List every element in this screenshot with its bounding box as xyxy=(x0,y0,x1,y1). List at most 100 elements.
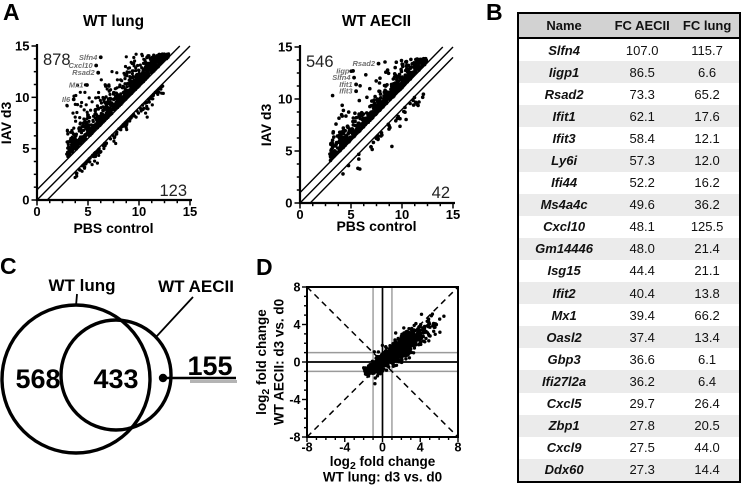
fc-lung-cell: 12.1 xyxy=(694,130,720,146)
svg-text:Rsad2: Rsad2 xyxy=(72,68,95,77)
fc-aecii-cell: 48.0 xyxy=(629,241,655,257)
table-row: Ly6i 57.3 12.0 xyxy=(519,149,739,172)
fc-lung-cell: 21.4 xyxy=(694,241,720,257)
gene-name-cell: Isg15 xyxy=(547,263,581,279)
venn-labels: WT lung WT AECII xyxy=(48,276,234,338)
svg-text:-4: -4 xyxy=(289,393,300,407)
table-row: Ifit3 58.4 12.1 xyxy=(519,127,739,150)
column-header-name: Name xyxy=(546,18,582,33)
y-axis: -8 -4 0 4 8 xyxy=(289,281,307,445)
y-axis-label: IAV d3 xyxy=(258,104,274,147)
fc-aecii-cell: 36.6 xyxy=(629,351,655,367)
svg-text:15: 15 xyxy=(183,204,197,219)
svg-text:0: 0 xyxy=(22,193,29,208)
svg-text:4: 4 xyxy=(294,318,301,332)
svg-text:log2 fold change: log2 fold change xyxy=(330,454,436,472)
svg-text:433: 433 xyxy=(93,364,138,394)
svg-text:0: 0 xyxy=(296,207,303,222)
fc-aecii-cell: 86.5 xyxy=(629,64,655,80)
diagonal-band-lines xyxy=(36,45,191,201)
fc-aecii-cell: 107.0 xyxy=(625,42,659,58)
svg-text:10: 10 xyxy=(132,204,146,219)
table-row: Ifit2 40.4 13.8 xyxy=(519,282,739,305)
table-row: Ifi44 52.2 16.2 xyxy=(519,171,739,194)
fc-aecii-cell: 39.4 xyxy=(629,307,655,323)
svg-text:WT lung: WT lung xyxy=(48,276,115,295)
svg-text:IAV d3: IAV d3 xyxy=(0,102,14,145)
svg-text:0: 0 xyxy=(294,356,301,370)
gene-name-cell: Gbp3 xyxy=(547,351,581,367)
gene-name-cell: Zbp1 xyxy=(548,418,580,434)
svg-text:Il6: Il6 xyxy=(62,95,71,104)
fc-lung-cell: 20.5 xyxy=(694,418,720,434)
svg-text:Ifit3: Ifit3 xyxy=(339,87,353,96)
svg-text:-4: -4 xyxy=(339,441,350,455)
svg-text:546: 546 xyxy=(306,53,334,71)
svg-text:10: 10 xyxy=(395,207,409,222)
fc-lung-cell: 17.6 xyxy=(694,108,720,124)
gene-name-cell: Ifit3 xyxy=(552,130,576,146)
y-axis: 0 5 10 15 xyxy=(278,40,302,211)
fc-lung-cell: 14.4 xyxy=(694,462,720,478)
fc-lung-cell: 6.4 xyxy=(698,373,717,389)
gene-name-cell: Mx1 xyxy=(551,307,577,323)
fc-aecii-cell: 52.2 xyxy=(629,175,655,191)
fc-aecii-cell: 62.1 xyxy=(629,108,655,124)
fold-change-table: Name FC AECII FC lung Slfn4 107.0 115.7 Iig… xyxy=(517,12,741,483)
fc-aecii-cell: 27.3 xyxy=(629,462,655,478)
gene-name-cell: Oasl2 xyxy=(546,329,582,345)
table-row: Zbp1 27.8 20.5 xyxy=(519,414,739,437)
table-row: Ms4a4c 49.6 36.2 xyxy=(519,193,739,216)
fc-aecii-cell: 48.1 xyxy=(629,219,655,235)
svg-text:10: 10 xyxy=(15,90,29,105)
table-row: Cxcl10 48.1 125.5 xyxy=(519,215,739,238)
x-axis: 0 5 10 15 xyxy=(296,201,460,222)
de-counts: 546 42 xyxy=(306,53,450,202)
fc-lung-cell: 16.2 xyxy=(694,175,720,191)
de-counts: 878 123 xyxy=(43,51,187,200)
table-row: Ddx60 27.3 14.4 xyxy=(519,458,739,481)
gene-name-cell: Ms4a4c xyxy=(540,197,588,213)
svg-text:8: 8 xyxy=(294,281,301,295)
table-header: Name FC AECII FC lung xyxy=(519,14,739,39)
fc-aecii-cell: 73.3 xyxy=(629,86,655,102)
scatter-points xyxy=(362,312,446,386)
table-row: Gm14446 48.0 21.4 xyxy=(519,237,739,260)
svg-text:IAV d3: IAV d3 xyxy=(258,104,274,147)
svg-text:0: 0 xyxy=(33,204,40,219)
venn-right-circle xyxy=(59,318,173,432)
table-body: Slfn4 107.0 115.7 Iigp1 86.5 6.6 Rsad2 73.3 65.2… xyxy=(519,39,739,481)
svg-text:WT AECII: WT AECII xyxy=(342,13,411,30)
plot-title: WT AECII xyxy=(342,13,411,30)
wt-lung-scatter-plot: 0 5 10 15 0 5 10 15 WT lung PBS control IAV d3 878 1… xyxy=(0,13,197,236)
fc-lung-cell: 115.7 xyxy=(691,42,723,58)
wt-aecii-scatter-plot: 0 5 10 15 0 5 10 15 WT AECII PBS control IAV d3 546… xyxy=(258,13,460,234)
y-axis: 0 5 10 15 xyxy=(15,39,39,208)
fc-aecii-cell: 36.2 xyxy=(629,373,655,389)
fc-lung-cell: 13.8 xyxy=(694,285,720,301)
svg-text:Cxcl10: Cxcl10 xyxy=(68,61,93,70)
y-axis-label: IAV d3 xyxy=(0,102,14,145)
gene-name-cell: Ddx60 xyxy=(544,462,584,478)
panel-d-label: D xyxy=(256,254,273,280)
svg-text:PBS control: PBS control xyxy=(336,218,416,234)
svg-text:15: 15 xyxy=(15,39,29,54)
fc-lung-cell: 21.1 xyxy=(694,263,720,279)
panel-a-label: A xyxy=(3,0,20,25)
gene-name-cell: Rsad2 xyxy=(544,86,584,102)
gene-name-cell: Iigp1 xyxy=(548,64,580,80)
fc-aecii-cell: 44.4 xyxy=(629,263,655,279)
svg-text:Rsad2: Rsad2 xyxy=(353,59,376,68)
svg-text:10: 10 xyxy=(278,92,292,107)
svg-text:5: 5 xyxy=(347,207,354,222)
svg-text:155: 155 xyxy=(187,351,232,381)
gene-name-cell: Ifi44 xyxy=(551,175,578,191)
svg-text:0: 0 xyxy=(285,196,292,211)
x-axis-label: PBS control xyxy=(73,220,153,236)
svg-text:8: 8 xyxy=(455,441,462,455)
scatter-points xyxy=(328,56,429,176)
overlap-venn-diagram: WT lung WT AECII 568 433 155 xyxy=(0,276,237,455)
svg-text:5: 5 xyxy=(84,204,91,219)
